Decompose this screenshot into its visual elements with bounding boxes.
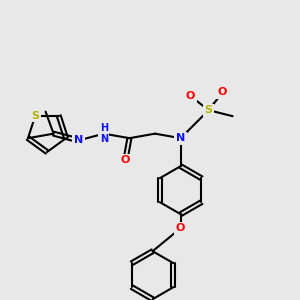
- Text: O: O: [176, 223, 185, 233]
- Text: S: S: [31, 111, 39, 121]
- Text: O: O: [186, 91, 195, 101]
- Text: N: N: [176, 133, 185, 143]
- Text: O: O: [218, 87, 227, 97]
- Text: N: N: [74, 135, 83, 146]
- Text: O: O: [121, 155, 130, 165]
- Text: S: S: [205, 105, 213, 115]
- Text: H
N: H N: [100, 123, 108, 145]
